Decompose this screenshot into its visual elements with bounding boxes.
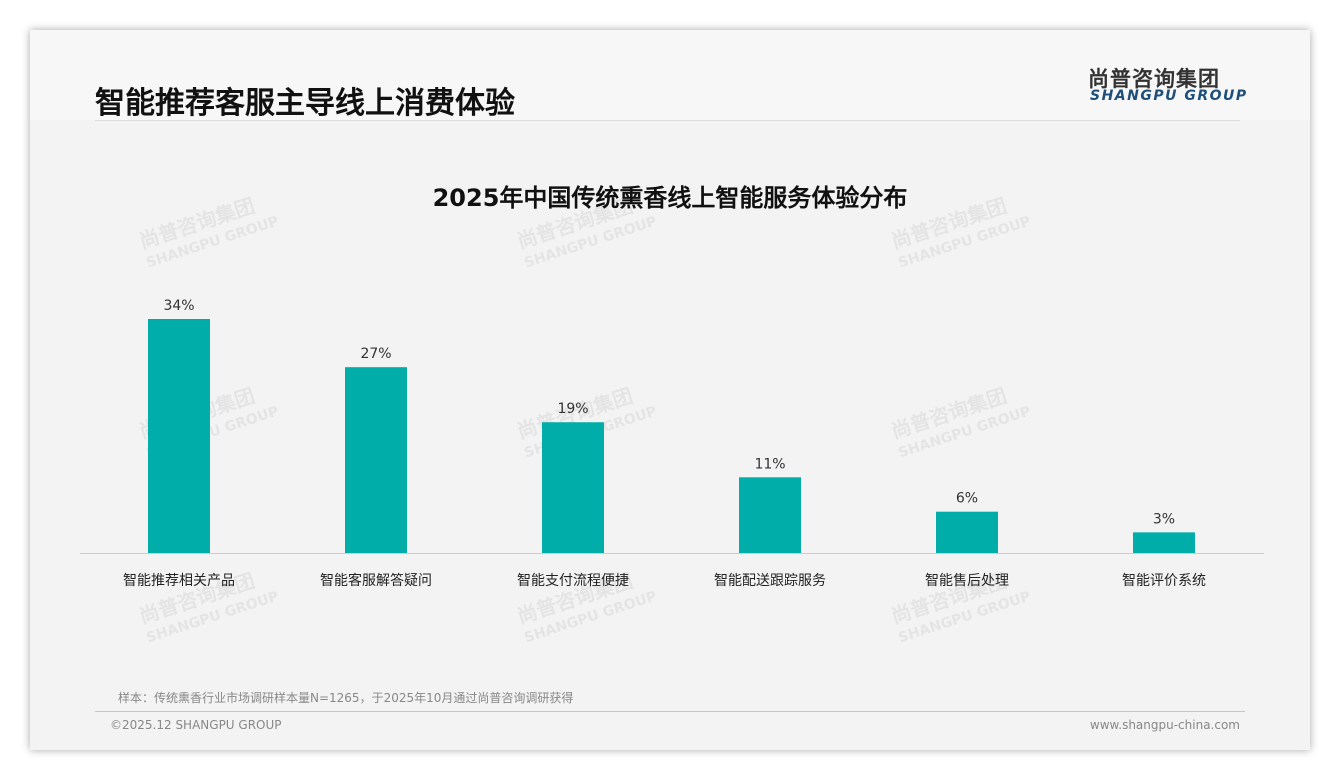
sample-note: 样本：传统熏香行业市场调研样本量N=1265，于2025年10月通过尚普咨询调研… bbox=[118, 691, 574, 705]
bar bbox=[739, 477, 801, 553]
bar bbox=[1133, 532, 1195, 553]
website-link[interactable]: www.shangpu-china.com bbox=[1089, 718, 1240, 732]
data-label: 34% bbox=[163, 298, 194, 314]
chart-title: 2025年中国传统熏香线上智能服务体验分布 bbox=[432, 184, 908, 212]
data-label: 3% bbox=[1153, 511, 1175, 527]
bar-chart: 34% 智能推荐相关产品 27% 智能客服解答疑问 19% 智能支付流程便捷 11% 智能配送… bbox=[80, 298, 1264, 589]
header-divider bbox=[95, 120, 1240, 121]
header-band bbox=[30, 30, 1310, 120]
data-label: 27% bbox=[360, 346, 391, 362]
data-label: 6% bbox=[956, 491, 978, 507]
category-label: 智能推荐相关产品 bbox=[123, 573, 235, 589]
bar bbox=[345, 367, 407, 553]
page-title: 智能推荐客服主导线上消费体验 bbox=[95, 86, 515, 121]
category-label: 智能配送跟踪服务 bbox=[714, 573, 826, 589]
footer-divider bbox=[95, 711, 1245, 712]
logo-english: SHANGPU GROUP bbox=[1090, 88, 1248, 104]
category-label: 智能客服解答疑问 bbox=[320, 572, 432, 589]
bar bbox=[148, 319, 210, 553]
bar bbox=[936, 511, 998, 553]
copyright: ©2025.12 SHANGPU GROUP bbox=[110, 718, 282, 732]
bar bbox=[542, 422, 604, 553]
category-label: 智能售后处理 bbox=[925, 573, 1009, 589]
category-label: 智能支付流程便捷 bbox=[517, 573, 629, 589]
logo-chinese: 尚普咨询集团 bbox=[1088, 67, 1220, 91]
data-label: 11% bbox=[754, 456, 785, 472]
data-label: 19% bbox=[557, 401, 588, 417]
slide: 智能推荐客服主导线上消费体验 尚普咨询集团 SHANGPU GROUP 2025… bbox=[30, 30, 1310, 750]
category-label: 智能评价系统 bbox=[1122, 573, 1206, 589]
